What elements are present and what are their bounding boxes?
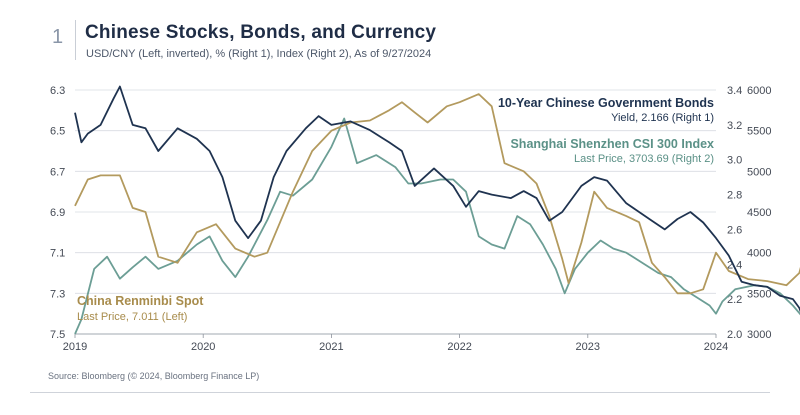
series-lines — [74, 85, 800, 335]
right1-tick-label: 3.2 — [727, 120, 742, 132]
csi300-label-sub: Last Price, 3703.69 (Right 2) — [574, 153, 714, 165]
x-tick-label: 2023 — [576, 341, 600, 353]
right1-tick-label: 2.0 — [727, 329, 742, 341]
left-tick-label: 6.5 — [50, 126, 65, 138]
left-tick-label: 6.3 — [50, 85, 65, 97]
left-tick-label: 7.5 — [50, 329, 65, 341]
bond-label-sub: Yield, 2.166 (Right 1) — [611, 112, 714, 124]
usdcny-label-title: China Renminbi Spot — [77, 294, 204, 308]
right1-tick-label: 3.0 — [727, 155, 742, 167]
right2-tick-label: 4000 — [747, 248, 771, 260]
usdcny-label-sub: Last Price, 7.011 (Left) — [77, 311, 187, 323]
right1-tick-label: 2.8 — [727, 190, 742, 202]
left-tick-label: 6.9 — [50, 207, 65, 219]
x-tick-label: 2020 — [191, 341, 215, 353]
x-tick-label: 2021 — [319, 341, 343, 353]
right2-tick-label: 6000 — [747, 85, 771, 97]
right2-tick-label: 5000 — [747, 166, 771, 178]
x-tick-label: 2022 — [447, 341, 471, 353]
axis-ticks: 6.3 6.5 6.7 6.9 7.1 7.3 7.5 2.0 2.2 2.4 2.6 2.8 3.0 3… — [50, 85, 771, 353]
right1-tick-label: 2.2 — [727, 294, 742, 306]
figure-number: 1 — [52, 26, 64, 48]
csi300-line — [74, 117, 800, 335]
right2-tick-label: 4500 — [747, 207, 771, 219]
right2-tick-label: 5500 — [747, 126, 771, 138]
figure-header: 1 Chinese Stocks, Bonds, and Currency US… — [0, 0, 800, 72]
left-tick-label: 6.7 — [50, 166, 65, 178]
left-tick-label: 7.1 — [50, 248, 65, 260]
bottom-rule — [30, 392, 770, 393]
right1-tick-label: 3.4 — [727, 85, 742, 97]
x-tick-label: 2019 — [63, 341, 87, 353]
right2-tick-label: 3000 — [747, 329, 771, 341]
left-tick-label: 7.3 — [50, 288, 65, 300]
x-tick-label: 2024 — [704, 341, 728, 353]
right1-tick-label: 2.6 — [727, 224, 742, 236]
chart-subtitle: USD/CNY (Left, inverted), % (Right 1), I… — [86, 48, 432, 60]
bond-label-title: 10-Year Chinese Government Bonds — [498, 96, 714, 110]
right1-tick-label: 2.4 — [727, 259, 742, 271]
usdcny-line — [74, 93, 800, 295]
chart-title: Chinese Stocks, Bonds, and Currency — [85, 22, 437, 43]
header-divider — [75, 20, 76, 60]
bond-yield-line — [74, 85, 800, 313]
source-note: Source: Bloomberg (© 2024, Bloomberg Fin… — [48, 371, 260, 381]
csi300-label-title: Shanghai Shenzhen CSI 300 Index — [510, 137, 714, 151]
series-labels: 10-Year Chinese Government Bonds Yield, … — [77, 96, 714, 323]
right2-tick-label: 3500 — [747, 288, 771, 300]
